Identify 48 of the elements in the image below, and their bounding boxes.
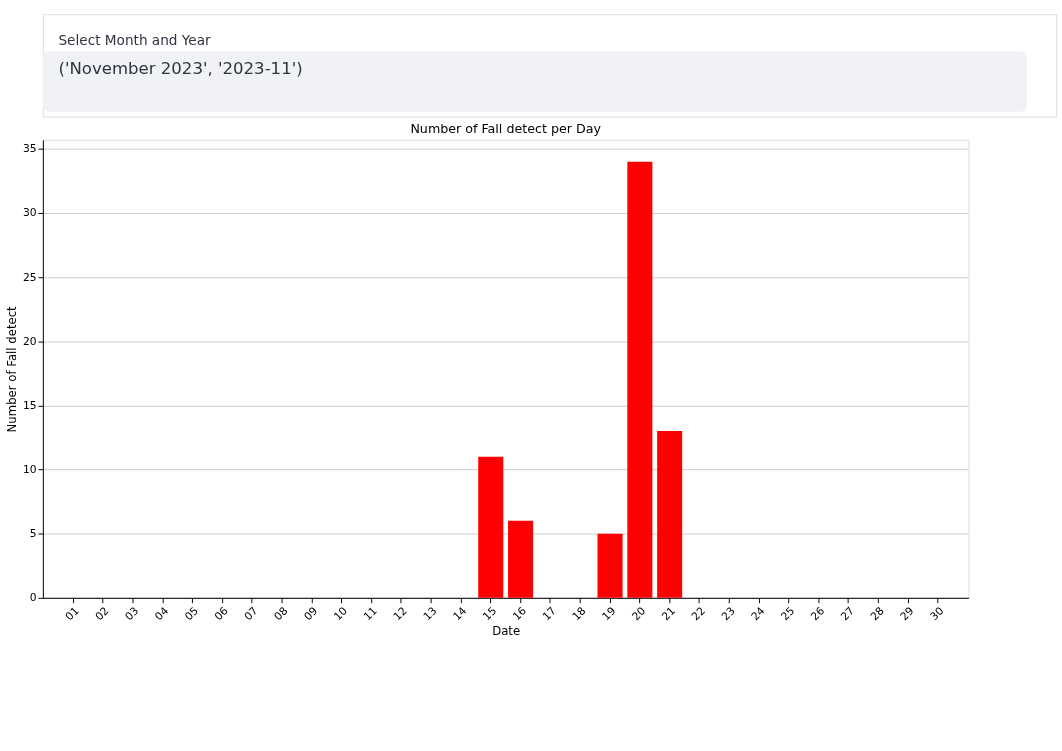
y-tick-label: 35 [22,142,37,156]
chart-title: Number of Fall detect per Day [410,121,602,137]
y-tick-label: 25 [22,270,37,284]
x-tick-label: 06 [211,604,231,624]
x-tick-label: 22 [688,604,708,624]
x-tick-label: 29 [897,604,917,624]
x-tick-label: 04 [152,604,172,624]
y-tick-label: 10 [22,462,37,476]
x-tick-label: 18 [569,604,589,624]
y-axis-title: Number of Fall detect [5,305,20,433]
x-tick-label: 17 [539,604,559,624]
x-tick-label: 11 [360,604,380,624]
x-tick-label: 21 [659,604,678,624]
x-axis-title: Date [492,624,521,639]
x-tick-label: 30 [927,604,947,624]
x-tick-label: 12 [390,604,410,624]
bar [478,456,504,598]
x-tick-label: 02 [92,604,112,624]
y-tick-label: 30 [22,206,37,220]
x-tick-label: 24 [748,604,768,624]
x-tick-label: 08 [271,604,291,624]
x-tick-label: 28 [867,604,887,624]
x-tick-label: 13 [420,604,440,624]
y-tick-label: 15 [22,398,37,412]
x-tick-label: 03 [122,604,142,624]
x-tick-label: 19 [599,604,619,624]
x-tick-label: 07 [241,604,261,624]
bar [597,533,623,598]
bar [657,431,683,598]
y-tick-label: 5 [29,527,37,541]
x-tick-label: 14 [450,604,470,624]
x-tick-label: 01 [62,604,82,624]
x-tick-label: 25 [778,604,798,624]
x-tick-label: 16 [510,604,530,624]
x-tick-label: 23 [718,604,738,624]
text: ('November 2023', '2023-11') [58,58,303,78]
x-tick-label: 09 [301,604,321,624]
x-tick-label: 10 [331,604,351,624]
text: Select Month and Year [58,32,212,49]
bar [508,520,534,598]
y-tick-label: 20 [22,334,37,348]
x-tick-label: 20 [629,604,649,624]
y-tick-label: 0 [29,591,37,605]
x-tick-label: 27 [838,604,857,624]
x-tick-label: 15 [480,604,500,624]
bar [627,161,653,598]
x-tick-label: 26 [808,604,828,624]
x-tick-label: 05 [182,604,201,624]
